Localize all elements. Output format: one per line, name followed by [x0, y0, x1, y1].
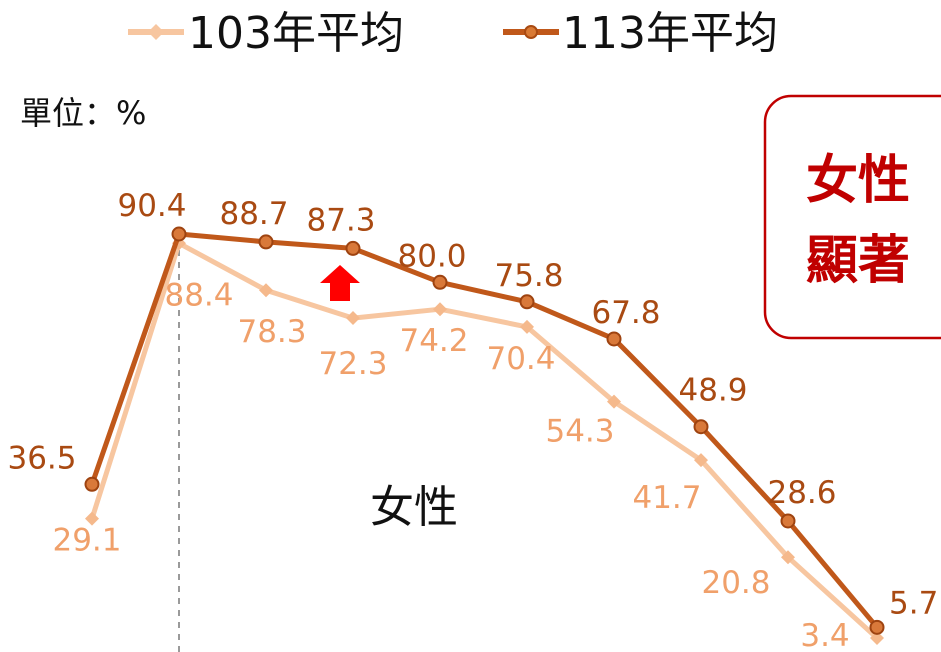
data-point [346, 311, 360, 326]
center-label: 女性 [370, 482, 458, 533]
legend-item-113: 113年平均 [503, 8, 778, 59]
data-label: 70.4 [486, 341, 555, 377]
data-point [345, 240, 361, 256]
series-113 [84, 226, 885, 635]
data-point [606, 331, 622, 347]
data-point [259, 283, 273, 298]
callout-box: 女性 顯著 [763, 94, 941, 340]
data-label: 67.8 [591, 295, 660, 331]
data-point [693, 419, 709, 435]
legend-diamond-marker-icon [148, 24, 164, 40]
data-point [694, 453, 708, 468]
data-label: 72.3 [318, 346, 387, 382]
data-label: 88.4 [164, 277, 233, 313]
series-103 [85, 236, 884, 645]
data-point [171, 226, 187, 242]
data-point [84, 476, 100, 492]
data-point [432, 274, 448, 290]
callout-border [763, 94, 941, 340]
data-label: 36.5 [7, 440, 76, 476]
data-label: 75.8 [494, 258, 563, 294]
series-line-103 [89, 240, 879, 640]
data-label: 80.0 [397, 238, 466, 274]
data-point [519, 294, 535, 310]
data-label: 28.6 [767, 475, 836, 511]
data-label: 3.4 [800, 618, 849, 652]
data-label: 29.1 [52, 523, 121, 559]
legend-item-103: 103年平均 [128, 8, 404, 59]
legend-circle-marker-icon [524, 25, 538, 39]
data-label: 5.7 [889, 585, 938, 621]
callout-line-1: 女性 [806, 151, 910, 211]
data-label: 54.3 [545, 414, 614, 450]
data-label: 88.7 [219, 196, 288, 232]
data-label: 41.7 [632, 480, 701, 516]
data-labels-113: 36.5 90.4 88.7 87.3 80.0 75.8 67.8 48.9 28.6 5.7 [7, 188, 938, 621]
data-label: 78.3 [237, 314, 306, 350]
data-label: 74.2 [399, 323, 468, 359]
data-label: 90.4 [117, 188, 186, 224]
data-label: 20.8 [701, 565, 770, 601]
data-point [781, 550, 795, 565]
series-line-113 [89, 231, 879, 629]
data-point [520, 319, 534, 334]
data-point [780, 513, 796, 529]
legend: 103年平均 113年平均 [128, 8, 778, 59]
data-labels-103: 29.1 88.478.3 72.3 74.2 70.4 54.3 41.7 20.8 3.4 [52, 277, 849, 652]
data-point [433, 302, 447, 317]
data-point [607, 394, 621, 409]
callout-line-2: 顯著 [806, 231, 910, 291]
unit-label: 單位：% [20, 94, 146, 132]
data-point [869, 619, 885, 635]
data-label: 87.3 [306, 202, 375, 238]
data-label: 48.9 [678, 373, 747, 409]
data-point [870, 631, 884, 645]
data-point [85, 511, 99, 526]
up-arrow-icon [320, 265, 360, 301]
legend-label-113: 113年平均 [562, 8, 778, 59]
data-point [258, 234, 274, 250]
legend-label-103: 103年平均 [188, 8, 404, 59]
